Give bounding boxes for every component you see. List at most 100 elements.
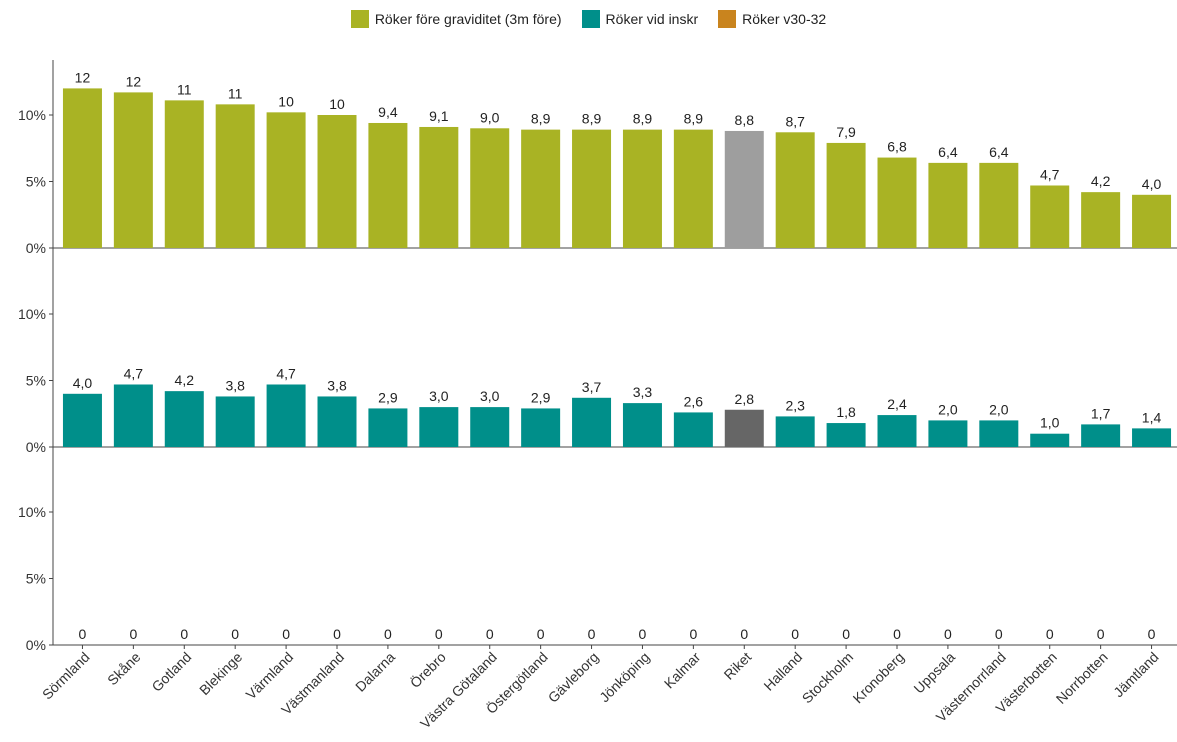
y-tick-label: 10% bbox=[18, 107, 46, 123]
data-label: 0 bbox=[740, 626, 748, 642]
x-tick-label: Blekinge bbox=[196, 649, 245, 698]
y-tick-label: 0% bbox=[26, 439, 46, 455]
y-tick-label: 5% bbox=[26, 174, 46, 190]
data-label: 0 bbox=[588, 626, 596, 642]
data-label: 1,0 bbox=[1040, 415, 1060, 431]
bar bbox=[317, 396, 357, 447]
bar bbox=[1132, 428, 1172, 447]
data-label: 4,2 bbox=[1091, 173, 1111, 189]
bar bbox=[215, 104, 255, 248]
data-label: 6,8 bbox=[887, 139, 907, 155]
bar bbox=[928, 162, 968, 248]
data-label: 2,0 bbox=[938, 401, 958, 417]
data-label: 0 bbox=[537, 626, 545, 642]
data-label: 0 bbox=[1097, 626, 1105, 642]
bar bbox=[419, 126, 459, 248]
data-label: 2,4 bbox=[887, 396, 907, 412]
legend-label-pre-pregnancy: Röker före graviditet (3m före) bbox=[374, 11, 562, 27]
bar bbox=[1132, 194, 1172, 248]
bar bbox=[775, 132, 815, 248]
bar bbox=[1081, 424, 1121, 447]
bar bbox=[266, 112, 306, 248]
bar bbox=[368, 122, 408, 248]
legend-label-week30: Röker v30-32 bbox=[742, 11, 827, 27]
data-label: 7,9 bbox=[836, 124, 856, 140]
bar bbox=[470, 128, 510, 248]
bar bbox=[622, 129, 662, 248]
legend-item-week30: Röker v30-32 bbox=[718, 10, 826, 28]
legend-swatch-pre-pregnancy bbox=[350, 10, 369, 28]
data-label: 4,7 bbox=[124, 365, 144, 381]
bar bbox=[673, 129, 713, 248]
bar bbox=[1030, 185, 1070, 248]
bar bbox=[877, 415, 917, 447]
data-label: 3,0 bbox=[429, 388, 449, 404]
bar bbox=[1081, 192, 1121, 248]
data-label: 0 bbox=[79, 626, 87, 642]
x-tick-label: Värmland bbox=[243, 649, 297, 703]
data-label: 4,0 bbox=[1142, 176, 1162, 192]
data-label: 0 bbox=[180, 626, 188, 642]
legend-item-registration: Röker vid inskr bbox=[581, 10, 698, 28]
bar bbox=[62, 393, 102, 447]
data-label: 2,6 bbox=[684, 393, 704, 409]
x-tick-label: Sörmland bbox=[39, 649, 93, 703]
y-tick-label: 5% bbox=[26, 373, 46, 389]
x-tick-label: Uppsala bbox=[910, 649, 958, 697]
data-label: 0 bbox=[384, 626, 392, 642]
legend-swatch-week30 bbox=[718, 10, 737, 28]
bar bbox=[572, 129, 612, 248]
x-tick-label: Gotland bbox=[148, 649, 194, 695]
data-label: 12 bbox=[75, 69, 91, 85]
bar bbox=[979, 162, 1019, 248]
data-label: 2,9 bbox=[378, 389, 398, 405]
data-label: 6,4 bbox=[989, 144, 1009, 160]
bar bbox=[622, 403, 662, 447]
y-tick-label: 0% bbox=[26, 240, 46, 256]
data-label: 2,9 bbox=[531, 389, 551, 405]
data-label: 8,9 bbox=[633, 111, 653, 127]
data-label: 0 bbox=[333, 626, 341, 642]
data-label: 9,1 bbox=[429, 108, 449, 124]
bar bbox=[215, 396, 255, 447]
bar bbox=[521, 129, 561, 248]
bar bbox=[113, 384, 153, 447]
bar bbox=[470, 407, 510, 447]
data-label: 1,4 bbox=[1142, 409, 1162, 425]
bar bbox=[979, 420, 1019, 447]
bar bbox=[368, 408, 408, 447]
x-tick-label: Dalarna bbox=[352, 649, 398, 695]
data-label: 12 bbox=[126, 73, 142, 89]
y-tick-label: 10% bbox=[18, 306, 46, 322]
data-label: 0 bbox=[791, 626, 799, 642]
data-label: 10 bbox=[278, 93, 294, 109]
data-label: 2,8 bbox=[735, 391, 755, 407]
bar bbox=[572, 397, 612, 447]
bar bbox=[724, 409, 764, 447]
data-label: 4,2 bbox=[175, 372, 195, 388]
data-label: 0 bbox=[639, 626, 647, 642]
bar bbox=[724, 130, 764, 248]
data-label: 0 bbox=[231, 626, 239, 642]
x-tick-label: Stockholm bbox=[799, 649, 857, 707]
data-label: 0 bbox=[282, 626, 290, 642]
bar bbox=[673, 412, 713, 447]
data-label: 0 bbox=[129, 626, 137, 642]
data-label: 0 bbox=[486, 626, 494, 642]
data-label: 3,0 bbox=[480, 388, 500, 404]
bar bbox=[1030, 433, 1070, 447]
x-tick-label: Skåne bbox=[104, 649, 144, 689]
data-label: 9,0 bbox=[480, 109, 500, 125]
bar bbox=[164, 100, 204, 249]
bar bbox=[419, 407, 459, 447]
bar bbox=[317, 115, 357, 248]
data-label: 0 bbox=[893, 626, 901, 642]
legend: Röker före graviditet (3m före) Röker vi… bbox=[0, 10, 1177, 28]
data-label: 0 bbox=[842, 626, 850, 642]
data-label: 8,7 bbox=[785, 113, 805, 129]
x-tick-label: Norrbotten bbox=[1053, 649, 1111, 707]
data-label: 3,3 bbox=[633, 384, 653, 400]
data-label: 8,9 bbox=[582, 111, 602, 127]
y-tick-label: 0% bbox=[26, 637, 46, 653]
